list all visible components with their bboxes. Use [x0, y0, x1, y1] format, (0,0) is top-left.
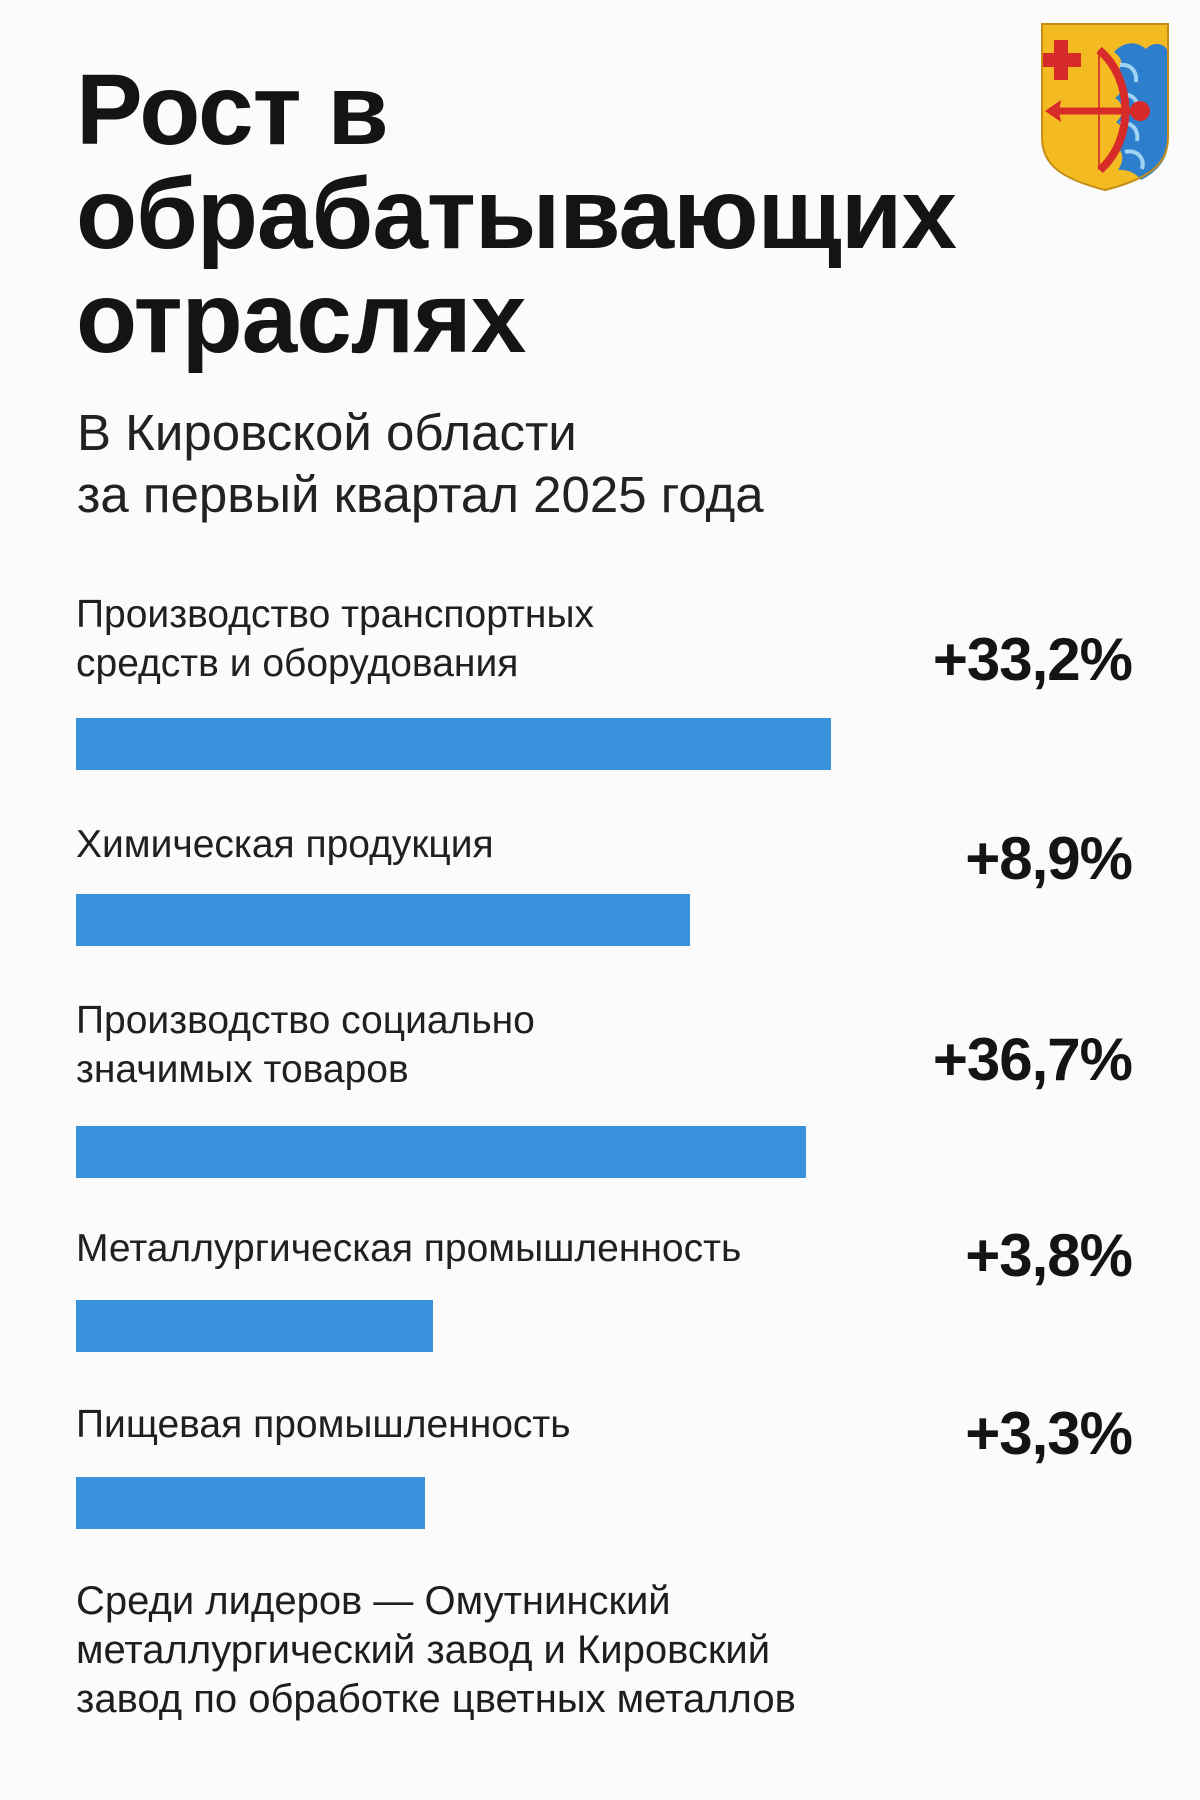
bar — [76, 1477, 425, 1529]
category-label: Производство социально значимых товаров — [76, 999, 535, 1091]
category-label: Химическая продукция — [76, 823, 494, 866]
value-label: +36,7% — [932, 1026, 1133, 1093]
emblem-arrowhead — [1045, 100, 1061, 122]
page-subtitle: В Кировской области за первый квартал 20… — [77, 404, 764, 523]
page-title: Рост в обрабатывающих отраслях — [76, 54, 957, 374]
kirov-oblast-coat-of-arms-icon — [1041, 23, 1169, 192]
value-label: +3,8% — [965, 1222, 1133, 1289]
emblem-cross-icon — [1041, 40, 1081, 80]
emblem-outline — [1041, 23, 1169, 192]
category-label: Производство транспортных средств и обор… — [76, 593, 594, 685]
bar — [76, 1300, 433, 1352]
bar — [76, 894, 690, 946]
category-label: Пищевая промышленность — [76, 1403, 571, 1446]
emblem-cloud-lines — [1119, 62, 1145, 170]
category-label: Металлургическая промышленность — [76, 1227, 742, 1270]
value-label: +8,9% — [965, 825, 1133, 892]
bar — [76, 718, 831, 770]
bar — [76, 1126, 806, 1178]
footer-note: Среди лидеров — Омутнинский металлургиче… — [76, 1579, 796, 1721]
emblem-hand — [1130, 101, 1150, 121]
value-label: +33,2% — [932, 626, 1133, 693]
value-label: +3,3% — [965, 1400, 1133, 1467]
